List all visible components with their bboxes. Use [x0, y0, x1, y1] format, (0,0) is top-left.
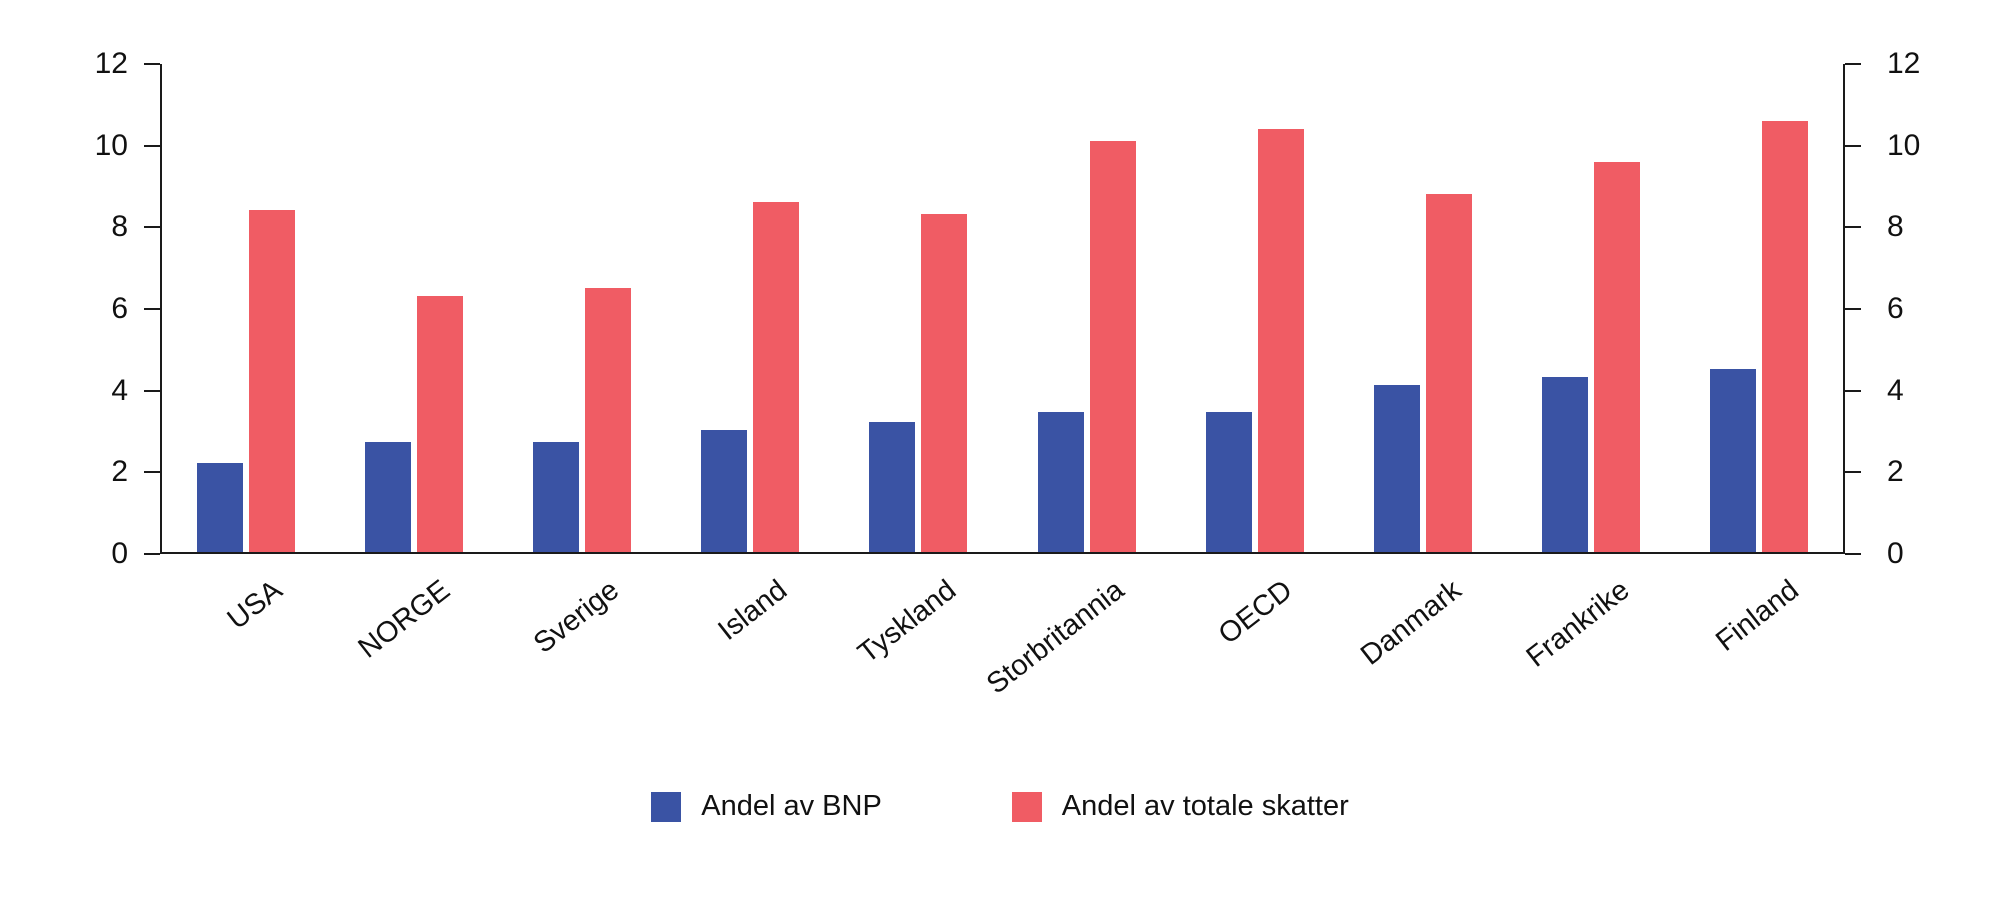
y-tick-right-2: [1845, 471, 1861, 474]
x-axis-label-sverige: Sverige: [527, 574, 625, 660]
bar-group-island: [666, 64, 834, 552]
y-tick-right-8: [1845, 226, 1861, 229]
x-axis-label-frankrike: Frankrike: [1521, 574, 1636, 674]
y-axis-label-right-10: 10: [1887, 128, 1921, 162]
bar-group-norge: [330, 64, 498, 552]
y-tick-right-0: [1845, 553, 1861, 555]
x-axis-label-tyskland: Tyskland: [852, 574, 962, 670]
y-tick-right-6: [1845, 308, 1861, 310]
bar-andel-av-totale-skatter-sverige: [585, 287, 632, 552]
x-axis-label-norge: NORGE: [352, 574, 457, 665]
bar-andel-av-totale-skatter-usa: [249, 210, 296, 552]
y-tick-right-10: [1845, 144, 1861, 147]
x-axis-label-island: Island: [712, 574, 794, 647]
y-tick-left-0: [144, 553, 160, 555]
x-axis-label-usa: USA: [221, 574, 288, 636]
y-axis-label-left-6: 6: [111, 292, 128, 325]
x-axis-label-storbritannia: Storbritannia: [981, 574, 1131, 701]
bar-andel-av-totale-skatter-finland: [1761, 120, 1808, 552]
y-axis-label-left-8: 8: [111, 210, 128, 244]
bar-andel-av-totale-skatter-tyskland: [921, 214, 968, 552]
bar-group-tyskland: [834, 64, 1002, 552]
y-tick-left-12: [144, 63, 160, 65]
bar-group-finland: [1675, 64, 1843, 552]
x-axis-label-oecd: OECD: [1213, 574, 1299, 651]
y-tick-left-10: [144, 144, 160, 147]
bar-andel-av-bnp-usa: [197, 462, 244, 552]
legend: Andel av BNP Andel av totale skatter: [0, 790, 2000, 823]
y-axis-label-right-2: 2: [1887, 455, 1904, 489]
legend-swatch-andel-av-totale-skatter: [1011, 791, 1042, 822]
legend-item-andel-av-totale-skatter: Andel av totale skatter: [1011, 790, 1349, 823]
bar-andel-av-totale-skatter-oecd: [1257, 129, 1304, 552]
y-tick-left-8: [144, 226, 160, 229]
y-axis-label-left-12: 12: [94, 47, 128, 80]
bar-group-storbritannia: [1002, 64, 1170, 552]
legend-swatch-andel-av-bnp: [651, 791, 682, 822]
y-tick-left-2: [144, 471, 160, 474]
bar-andel-av-totale-skatter-danmark: [1425, 194, 1472, 552]
y-axis-label-left-4: 4: [111, 373, 128, 407]
bar-andel-av-bnp-storbritannia: [1037, 411, 1084, 552]
y-tick-left-4: [144, 389, 160, 392]
y-axis-label-right-0: 0: [1887, 537, 1904, 570]
bar-andel-av-bnp-frankrike: [1541, 377, 1588, 552]
y-tick-right-4: [1845, 389, 1861, 392]
y-tick-right-12: [1845, 63, 1861, 65]
plot-area: [160, 64, 1845, 554]
y-axis-label-left-10: 10: [94, 128, 128, 162]
y-axis-label-right-6: 6: [1887, 292, 1904, 325]
bar-group-oecd: [1171, 64, 1339, 552]
bar-andel-av-totale-skatter-norge: [417, 295, 464, 552]
bar-group-frankrike: [1507, 64, 1675, 552]
bar-andel-av-bnp-island: [701, 430, 748, 552]
y-axis-label-right-8: 8: [1887, 210, 1904, 244]
legend-item-andel-av-bnp: Andel av BNP: [651, 790, 882, 823]
bar-andel-av-bnp-oecd: [1205, 411, 1252, 552]
bar-group-danmark: [1339, 64, 1507, 552]
bar-andel-av-bnp-sverige: [533, 442, 580, 552]
bar-andel-av-totale-skatter-frankrike: [1593, 161, 1640, 552]
y-axis-label-left-0: 0: [111, 537, 128, 570]
y-axis-label-left-2: 2: [111, 455, 128, 489]
bar-andel-av-totale-skatter-storbritannia: [1089, 141, 1136, 552]
bar-andel-av-bnp-finland: [1709, 369, 1756, 552]
bar-andel-av-bnp-tyskland: [869, 421, 916, 552]
bar-andel-av-bnp-norge: [365, 442, 412, 552]
x-axis-label-finland: Finland: [1709, 574, 1805, 658]
bar-andel-av-totale-skatter-island: [753, 202, 800, 552]
bar-group-sverige: [498, 64, 666, 552]
y-axis-label-right-12: 12: [1887, 47, 1921, 80]
legend-label-andel-av-totale-skatter: Andel av totale skatter: [1061, 790, 1349, 822]
legend-label-andel-av-bnp: Andel av BNP: [701, 790, 882, 822]
x-axis-label-danmark: Danmark: [1355, 574, 1468, 672]
bar-andel-av-bnp-danmark: [1373, 385, 1420, 552]
y-axis-label-right-4: 4: [1887, 373, 1904, 407]
plot: 0 0 2 2 4 4 6 6 8 8 10 10 12 12 USA NORGE Sverige Island T…: [95, 47, 1921, 700]
bar-group-usa: [162, 64, 330, 552]
y-tick-left-6: [144, 308, 160, 310]
